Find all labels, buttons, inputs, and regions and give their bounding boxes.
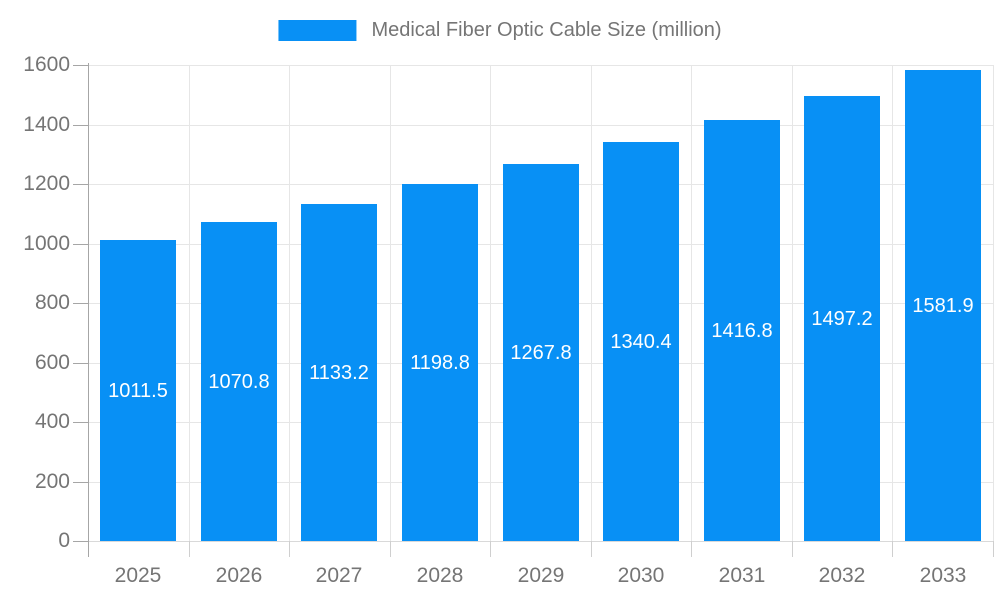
v-gridline — [591, 65, 592, 541]
bar-2031[interactable] — [704, 120, 780, 541]
y-tick-label-400: 400 — [34, 410, 70, 433]
x-tick — [892, 541, 893, 557]
x-tick-label-2028: 2028 — [416, 564, 464, 587]
x-tick — [792, 541, 793, 557]
y-tick — [73, 482, 88, 483]
y-tick — [73, 303, 88, 304]
y-tick — [73, 363, 88, 364]
y-tick — [73, 244, 88, 245]
v-gridline — [691, 65, 692, 541]
x-tick — [390, 541, 391, 557]
bar-2033[interactable] — [905, 70, 981, 541]
x-tick-label-2027: 2027 — [315, 564, 363, 587]
bar-2032[interactable] — [804, 96, 880, 541]
bar-value-label-2028: 1198.8 — [410, 352, 470, 374]
bar-2029[interactable] — [503, 164, 579, 541]
bar-2026[interactable] — [201, 222, 277, 541]
h-gridline — [88, 125, 993, 126]
x-tick-label-2033: 2033 — [919, 564, 967, 587]
x-axis-line — [88, 541, 993, 542]
bar-value-label-2025: 1011.5 — [108, 380, 168, 402]
x-tick-label-2032: 2032 — [818, 564, 866, 587]
bar-2025[interactable] — [100, 240, 176, 541]
v-gridline — [189, 65, 190, 541]
x-tick-label-2026: 2026 — [215, 564, 263, 587]
y-tick — [73, 422, 88, 423]
x-tick — [289, 541, 290, 557]
v-gridline — [390, 65, 391, 541]
bar-value-label-2027: 1133.2 — [309, 362, 369, 384]
bar-2027[interactable] — [301, 204, 377, 541]
bar-value-label-2032: 1497.2 — [811, 308, 873, 330]
v-gridline — [289, 65, 290, 541]
x-tick-label-2025: 2025 — [114, 564, 162, 587]
bar-value-label-2030: 1340.4 — [610, 331, 672, 353]
y-tick-label-0: 0 — [58, 529, 70, 552]
bar-2030[interactable] — [603, 142, 679, 541]
v-gridline — [490, 65, 491, 541]
legend-swatch — [278, 20, 357, 41]
v-gridline — [993, 65, 994, 541]
y-tick — [73, 125, 88, 126]
y-tick — [73, 184, 88, 185]
x-tick-label-2030: 2030 — [617, 564, 665, 587]
x-tick — [993, 541, 994, 557]
y-tick-label-600: 600 — [34, 351, 70, 374]
y-tick-label-1200: 1200 — [23, 172, 70, 195]
legend-label: Medical Fiber Optic Cable Size (million) — [371, 19, 722, 41]
x-tick-label-2031: 2031 — [718, 564, 766, 587]
bar-value-label-2026: 1070.8 — [208, 371, 270, 393]
x-tick-label-2029: 2029 — [517, 564, 565, 587]
x-tick — [189, 541, 190, 557]
y-tick — [73, 541, 88, 542]
bar-value-label-2033: 1581.9 — [912, 295, 974, 317]
v-gridline — [792, 65, 793, 541]
x-tick — [691, 541, 692, 557]
legend[interactable]: Medical Fiber Optic Cable Size (million) — [278, 19, 722, 42]
y-tick-label-200: 200 — [34, 470, 70, 493]
v-gridline — [892, 65, 893, 541]
bar-value-label-2031: 1416.8 — [711, 320, 773, 342]
y-axis-line — [88, 63, 89, 557]
y-tick — [73, 65, 88, 66]
y-tick-label-1000: 1000 — [23, 232, 70, 255]
bar-value-label-2029: 1267.8 — [510, 342, 572, 364]
bar-2028[interactable] — [402, 184, 478, 541]
h-gridline — [88, 65, 993, 66]
y-tick-label-1600: 1600 — [23, 53, 70, 76]
y-tick-label-800: 800 — [34, 291, 70, 314]
y-tick-label-1400: 1400 — [23, 113, 70, 136]
x-tick — [591, 541, 592, 557]
x-tick — [490, 541, 491, 557]
